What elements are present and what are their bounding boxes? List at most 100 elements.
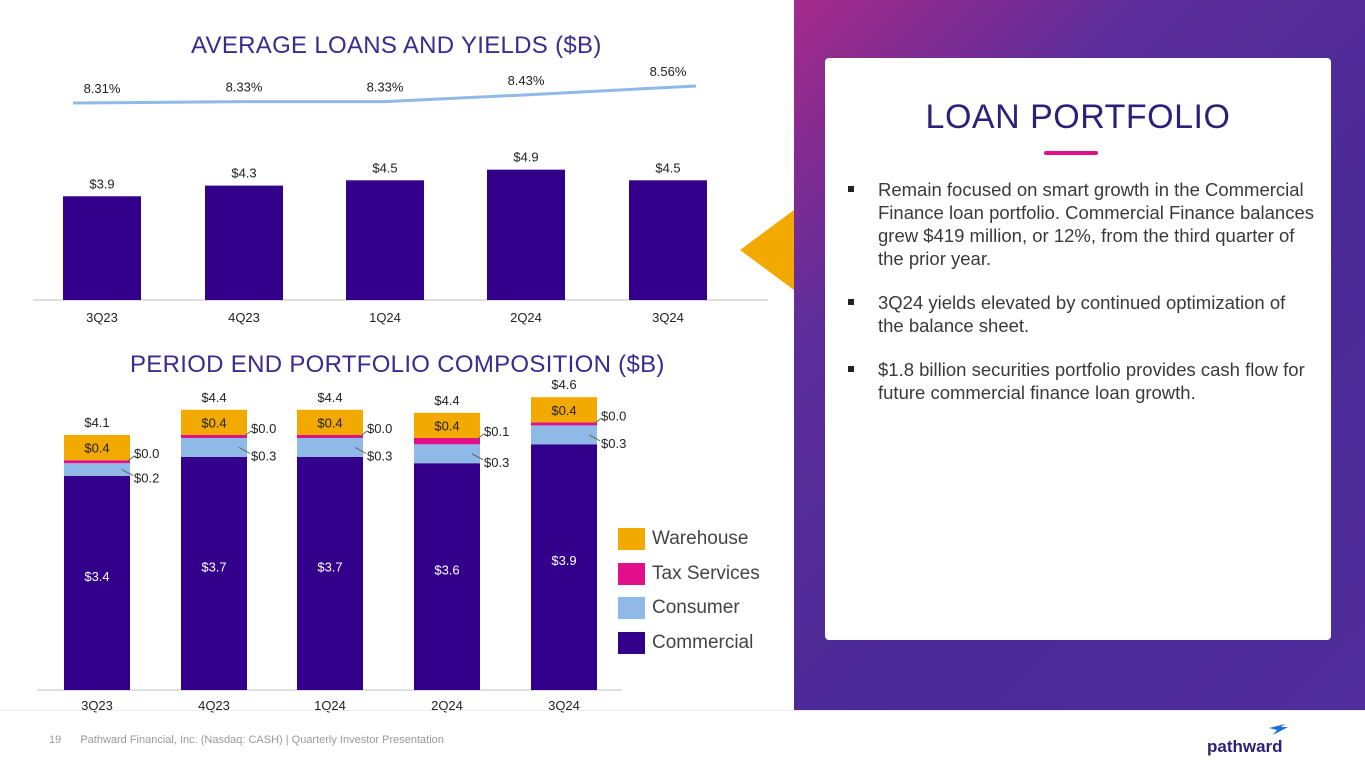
x-tick-label: 1Q24 xyxy=(369,310,401,325)
tax-services-value-label: $0.0 xyxy=(251,421,276,436)
yield-value-label: 8.31% xyxy=(84,81,121,96)
legend-item-consumer: Consumer xyxy=(618,591,760,626)
bar-segment-tax-services xyxy=(181,435,247,438)
bar-segment-consumer xyxy=(297,438,363,457)
yield-line-series xyxy=(72,84,697,105)
bar-segment-tax-services xyxy=(297,435,363,438)
x-tick-label: 3Q24 xyxy=(652,310,684,325)
pathward-logo: pathward xyxy=(1207,724,1288,756)
bar-segment-commercial xyxy=(531,444,597,690)
bar-segment-consumer xyxy=(414,444,480,464)
x-tick-label: 4Q23 xyxy=(198,698,230,713)
warehouse-value-label: $0.4 xyxy=(317,415,342,430)
portfolio-composition-chart-title: PERIOD END PORTFOLIO COMPOSITION ($B) xyxy=(130,351,665,378)
portfolio-composition-chart: $3.4 $0.4 $0.0 $0.2 $4.1 3Q23 $3.7 $0.4 $0.0 $0.3… xyxy=(37,377,626,713)
legend-item-tax-services: Tax Services xyxy=(618,557,760,592)
commercial-value-label: $3.7 xyxy=(317,559,342,574)
bar-avg-loans xyxy=(629,180,707,300)
bar-avg-loans xyxy=(205,185,283,300)
warehouse-value-label: $0.4 xyxy=(201,415,226,430)
bar-segment-warehouse xyxy=(414,412,480,438)
tax-callout-leader xyxy=(592,418,602,425)
bar-avg-loans xyxy=(63,196,141,300)
commercial-value-label: $3.9 xyxy=(551,553,576,568)
x-tick-label: 1Q24 xyxy=(314,698,346,713)
bar-segment-commercial xyxy=(414,463,480,690)
bar-value-label: $4.9 xyxy=(513,150,538,165)
bar-segment-commercial xyxy=(297,456,363,690)
logo-wordmark: pathward xyxy=(1207,737,1283,756)
total-value-label: $4.4 xyxy=(317,390,342,405)
bar-segment-consumer xyxy=(181,438,247,457)
footer: 19 Pathward Financial, Inc. (Nasdaq: CAS… xyxy=(49,734,444,746)
bar-segment-commercial xyxy=(64,475,130,690)
legend-item-warehouse: Warehouse xyxy=(618,522,760,557)
consumer-value-label: $0.3 xyxy=(484,455,509,470)
bar-segment-tax-services xyxy=(531,422,597,426)
page-number: 19 xyxy=(49,734,62,746)
footer-divider xyxy=(0,710,1365,711)
avg-loans-chart-title: AVERAGE LOANS AND YIELDS ($B) xyxy=(191,32,602,59)
bar-segment-warehouse xyxy=(181,409,247,435)
bar-segment-warehouse xyxy=(531,397,597,423)
yield-value-label: 8.43% xyxy=(508,73,545,88)
consumer-value-label: $0.3 xyxy=(367,448,392,463)
x-tick-label: 3Q23 xyxy=(81,698,113,713)
consumer-callout-leader xyxy=(238,447,251,454)
x-tick-label: 4Q23 xyxy=(228,310,260,325)
bullet-item: 3Q24 yields elevated by continued optimi… xyxy=(845,291,1315,337)
bar-value-label: $4.5 xyxy=(655,160,680,175)
bar-segment-consumer xyxy=(64,463,130,476)
bullet-item: Remain focused on smart growth in the Co… xyxy=(845,178,1315,270)
total-value-label: $4.6 xyxy=(551,377,576,392)
composition-legend: Warehouse Tax Services Consumer Commerci… xyxy=(618,522,760,660)
bar-avg-loans xyxy=(346,180,424,300)
tax-services-value-label: $0.1 xyxy=(484,424,509,439)
legend-swatch-commercial xyxy=(618,631,645,654)
legend-label-consumer: Consumer xyxy=(652,597,740,619)
yield-value-label: 8.33% xyxy=(226,80,263,95)
legend-swatch-warehouse xyxy=(618,528,645,551)
legend-item-commercial: Commercial xyxy=(618,626,760,661)
slide-title: LOAN PORTFOLIO xyxy=(925,98,1231,136)
tax-services-value-label: $0.0 xyxy=(367,421,392,436)
consumer-callout-leader xyxy=(471,453,484,461)
x-tick-label: 2Q24 xyxy=(510,310,542,325)
bar-value-label: $3.9 xyxy=(89,176,114,191)
bullet-list: Remain focused on smart growth in the Co… xyxy=(845,178,1315,425)
footer-text: Pathward Financial, Inc. (Nasdaq: CASH) … xyxy=(80,734,444,746)
consumer-callout-leader xyxy=(121,469,134,476)
bar-segment-commercial xyxy=(181,456,247,690)
bullet-item: $1.8 billion securities portfolio provid… xyxy=(845,358,1315,404)
commercial-value-label: $3.7 xyxy=(201,559,226,574)
consumer-value-label: $0.2 xyxy=(134,471,159,486)
consumer-value-label: $0.3 xyxy=(251,448,276,463)
consumer-value-label: $0.3 xyxy=(601,436,626,451)
yield-value-label: 8.56% xyxy=(650,64,687,79)
legend-label-tax-services: Tax Services xyxy=(652,562,760,584)
warehouse-value-label: $0.4 xyxy=(551,403,576,418)
consumer-callout-leader xyxy=(354,447,367,454)
title-underline xyxy=(1044,151,1098,155)
x-tick-label: 3Q23 xyxy=(86,310,118,325)
loan-portfolio-card: LOAN PORTFOLIO Remain focused on smart g… xyxy=(825,58,1331,640)
bar-value-label: $4.5 xyxy=(372,160,397,175)
yield-value-label: 8.33% xyxy=(367,80,404,95)
avg-loans-yields-chart: $3.9 3Q23 $4.3 4Q23 $4.5 1Q24 $4.9 2Q24 $4.5 3Q24… xyxy=(33,64,768,325)
legend-swatch-consumer xyxy=(618,597,645,620)
bar-segment-tax-services xyxy=(414,438,480,445)
tax-callout-leader xyxy=(242,430,252,438)
x-tick-label: 3Q24 xyxy=(548,698,580,713)
bar-value-label: $4.3 xyxy=(231,166,256,181)
tax-services-value-label: $0.0 xyxy=(601,408,626,423)
bar-segment-tax-services xyxy=(64,460,130,464)
total-value-label: $4.1 xyxy=(84,415,109,430)
legend-label-commercial: Commercial xyxy=(652,631,754,653)
bar-segment-consumer xyxy=(531,425,597,445)
commercial-value-label: $3.6 xyxy=(434,563,459,578)
warehouse-value-label: $0.4 xyxy=(84,441,109,456)
total-value-label: $4.4 xyxy=(201,390,226,405)
callout-pointer-arrow xyxy=(740,210,794,290)
bar-segment-warehouse xyxy=(297,409,363,435)
bar-avg-loans xyxy=(487,169,565,300)
